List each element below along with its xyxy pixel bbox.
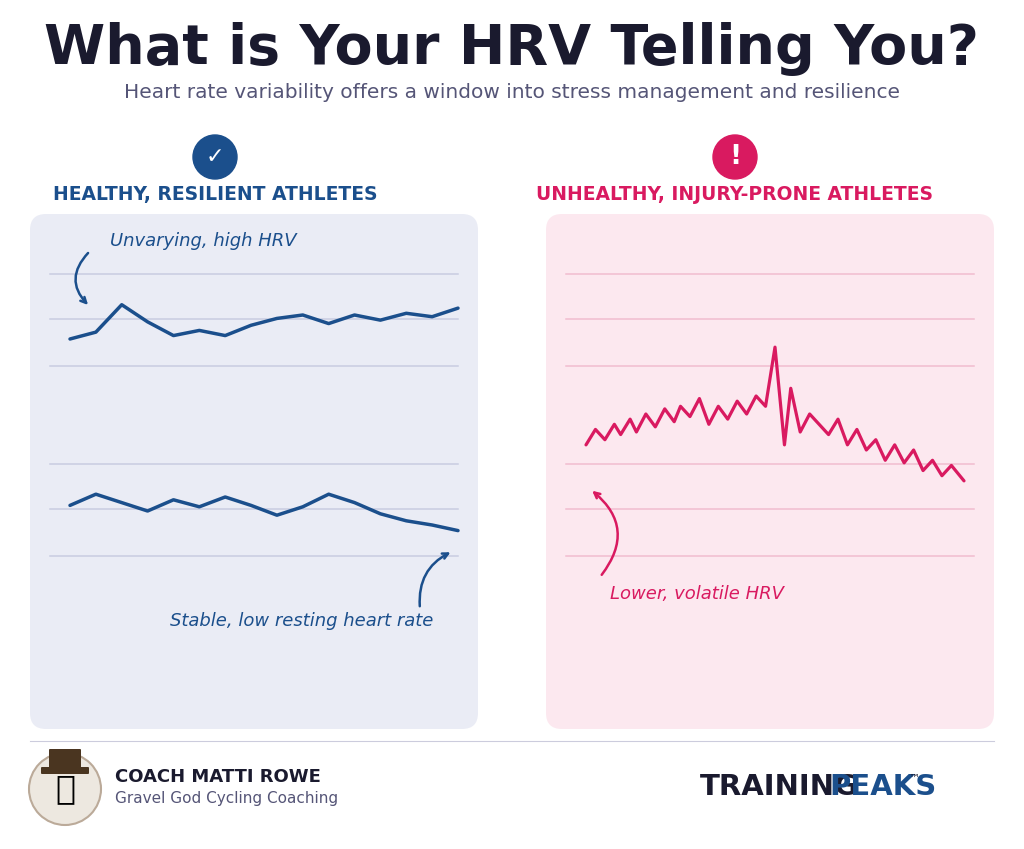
Text: COACH MATTI ROWE: COACH MATTI ROWE [115, 768, 321, 786]
Text: TRAINING: TRAINING [700, 773, 859, 801]
Text: What is Your HRV Telling You?: What is Your HRV Telling You? [44, 22, 980, 76]
Text: PEAKS: PEAKS [829, 773, 936, 801]
Text: HEALTHY, RESILIENT ATHLETES: HEALTHY, RESILIENT ATHLETES [53, 184, 377, 204]
Circle shape [29, 753, 101, 825]
Text: Gravel God Cycling Coaching: Gravel God Cycling Coaching [115, 791, 338, 807]
Circle shape [193, 135, 237, 179]
Text: Lower, volatile HRV: Lower, volatile HRV [610, 585, 784, 603]
FancyBboxPatch shape [30, 214, 478, 729]
Text: Heart rate variability offers a window into stress management and resilience: Heart rate variability offers a window i… [124, 82, 900, 102]
FancyBboxPatch shape [49, 749, 81, 769]
Circle shape [713, 135, 757, 179]
Text: Unvarying, high HRV: Unvarying, high HRV [110, 232, 297, 250]
Text: ✓: ✓ [206, 147, 224, 167]
FancyBboxPatch shape [546, 214, 994, 729]
Text: !: ! [729, 144, 741, 170]
Text: UNHEALTHY, INJURY-PRONE ATHLETES: UNHEALTHY, INJURY-PRONE ATHLETES [537, 184, 934, 204]
FancyBboxPatch shape [41, 767, 89, 774]
Text: Stable, low resting heart rate: Stable, low resting heart rate [170, 612, 433, 630]
Text: 👤: 👤 [55, 773, 75, 806]
Text: ™: ™ [908, 774, 920, 784]
